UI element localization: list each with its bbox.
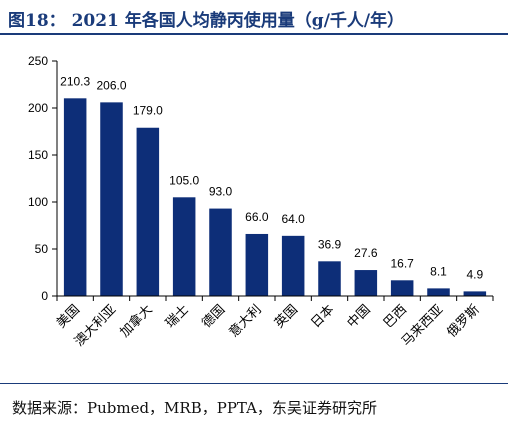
- y-axis: 0 50 100 150 200 250: [28, 54, 58, 303]
- y-tick-label: 50: [35, 242, 49, 256]
- x-category-label: 俄罗斯: [444, 302, 482, 340]
- bar: [245, 233, 269, 296]
- x-category-label: 意大利: [226, 302, 265, 341]
- y-tick-label: 250: [28, 54, 48, 68]
- bar: [427, 288, 450, 296]
- bar: [100, 102, 123, 296]
- bar-value-label: 64.0: [281, 212, 305, 226]
- y-tick-label: 150: [28, 148, 48, 162]
- x-category-label: 德国: [199, 302, 228, 331]
- bar-value-label: 4.9: [466, 267, 483, 281]
- bar-value-label: 8.1: [430, 264, 447, 278]
- bar-value-label: 16.7: [390, 256, 414, 270]
- bar: [463, 291, 487, 296]
- bar: [172, 197, 196, 296]
- chart-title: 图18： 2021 年各国人均静丙使用量（g/千人/年）: [8, 11, 405, 31]
- x-category-label: 巴西: [381, 302, 410, 331]
- bar: [209, 208, 232, 296]
- bar-value-label: 27.6: [354, 246, 378, 260]
- source-note: 数据来源：Pubmed，MRB，PPTA，东吴证券研究所: [12, 399, 377, 417]
- y-tick-label: 200: [28, 101, 48, 115]
- y-tick-label: 0: [41, 289, 48, 303]
- x-category-label: 加拿大: [117, 302, 156, 341]
- bar: [136, 127, 160, 297]
- bar-value-labels: 210.3 206.0 179.0 105.0 93.0 66.0 64.0 36.9 27.6…: [60, 74, 483, 281]
- x-category-label: 瑞士: [163, 302, 192, 331]
- x-category-label: 英国: [272, 302, 301, 331]
- bar-value-label: 93.0: [209, 185, 233, 199]
- source-divider: [0, 383, 508, 384]
- bar: [354, 270, 378, 296]
- bar-value-label: 36.9: [318, 237, 342, 251]
- title-divider: [0, 33, 508, 35]
- x-category-label: 日本: [308, 302, 337, 331]
- bar-value-label: 206.0: [96, 78, 126, 92]
- bars: [63, 98, 487, 297]
- bar: [390, 280, 414, 296]
- y-tick-label: 100: [28, 195, 48, 209]
- bar-value-label: 210.3: [60, 74, 90, 88]
- bar: [281, 235, 305, 296]
- x-category-label: 美国: [54, 302, 83, 331]
- bar: [63, 98, 87, 297]
- bar-chart: 0 50 100 150 200 250 210.3 206.0 179.0 105.0 93.0…: [28, 54, 494, 350]
- bar: [318, 261, 341, 296]
- bar-value-label: 179.0: [133, 104, 163, 118]
- bar-value-label: 66.0: [245, 210, 269, 224]
- x-category-label: 中国: [345, 302, 374, 331]
- bar-value-label: 105.0: [169, 173, 199, 187]
